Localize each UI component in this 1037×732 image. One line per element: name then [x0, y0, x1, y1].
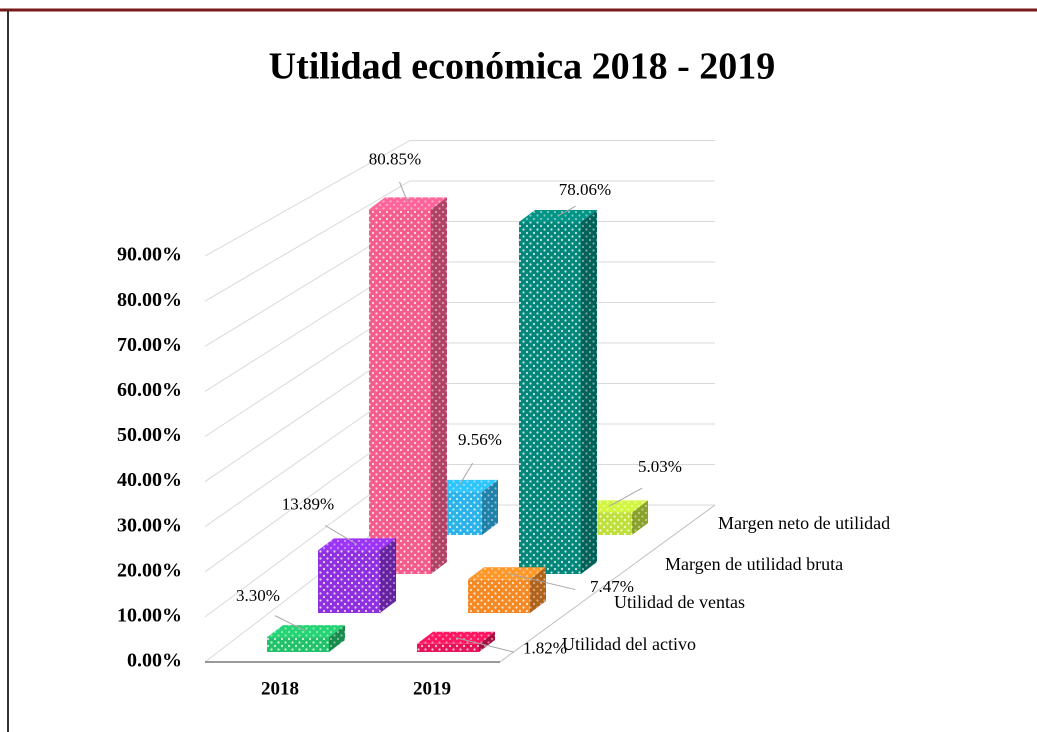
grid-line — [204, 180, 715, 302]
chart-title: Utilidad económica 2018 - 2019 — [269, 46, 776, 88]
y-tick-label: 70.00% — [117, 334, 182, 356]
dot-texture — [482, 479, 498, 535]
x-tick-label: 2018 — [261, 678, 299, 699]
dot-texture — [318, 550, 380, 613]
y-tick-label: 90.00% — [117, 244, 182, 266]
y-tick-label: 30.00% — [117, 514, 182, 536]
dot-texture — [431, 197, 447, 574]
leader-line — [506, 572, 576, 591]
dot-texture — [417, 643, 479, 652]
series-label: Utilidad de ventas — [614, 592, 745, 612]
bar-3d — [267, 625, 345, 652]
leader-line — [324, 525, 358, 545]
y-tick-label: 10.00% — [117, 604, 182, 626]
y-tick-label: 0.00% — [127, 650, 182, 672]
bar-3d — [369, 197, 447, 574]
leader-line — [557, 205, 576, 217]
x-tick-label: 2019 — [413, 678, 451, 699]
data-label: 13.89% — [282, 494, 334, 513]
dot-texture — [581, 209, 597, 574]
plot: 0.00% 10.00% 20.00% 30.00% 40.00% 50.00% 60.00… — [117, 140, 890, 699]
y-tick-label: 80.00% — [117, 289, 182, 311]
series-label: Utilidad del activo — [562, 634, 696, 654]
dot-texture — [468, 579, 530, 613]
series-label: Margen neto de utilidad — [718, 513, 890, 533]
series-label: Margen de utilidad bruta — [665, 554, 843, 574]
bar-3d — [519, 209, 597, 574]
data-label: 9.56% — [458, 430, 502, 449]
grid-line — [204, 140, 715, 257]
y-tick-label: 60.00% — [117, 379, 182, 401]
leader-line — [274, 615, 307, 632]
y-tick-label: 20.00% — [117, 559, 182, 581]
bar-3d — [417, 631, 495, 652]
data-label: 7.47% — [590, 577, 634, 596]
dot-texture — [519, 221, 581, 574]
dot-texture — [479, 631, 495, 652]
data-label: 5.03% — [638, 457, 682, 476]
data-label: 80.85% — [369, 149, 421, 168]
bar-3d — [468, 567, 546, 613]
data-label: 78.06% — [559, 180, 611, 199]
bar-3d — [318, 538, 396, 613]
dot-texture — [530, 567, 546, 613]
dot-texture — [369, 209, 431, 574]
data-label: 1.82% — [523, 639, 567, 658]
leader-line — [458, 462, 474, 487]
leader-line — [399, 181, 409, 204]
leader-line — [608, 487, 643, 507]
y-tick-label: 50.00% — [117, 424, 182, 446]
dot-texture — [267, 637, 329, 652]
leader-line — [455, 637, 514, 653]
y-tick-label: 40.00% — [117, 469, 182, 491]
data-label: 3.30% — [236, 586, 280, 605]
dot-texture — [329, 625, 345, 652]
dot-texture — [632, 500, 648, 535]
dot-texture — [380, 538, 396, 613]
